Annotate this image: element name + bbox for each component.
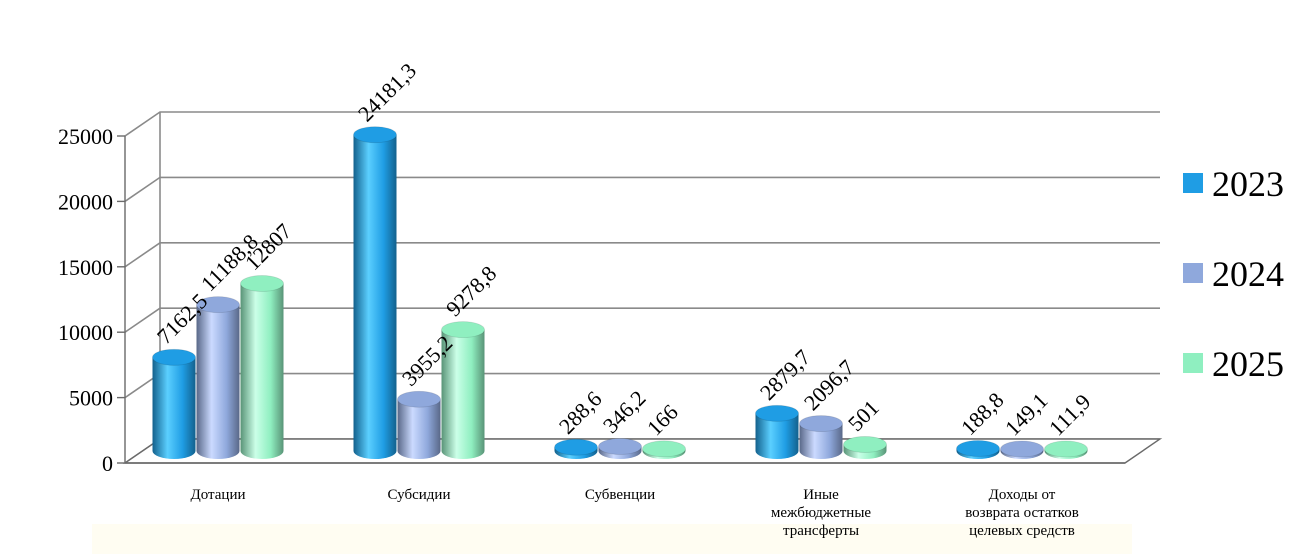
bar-2023-3 [755, 413, 799, 459]
bar-top-2024-2 [598, 438, 642, 455]
bar-top-2023-3 [755, 404, 799, 422]
y-tick-label: 10000 [58, 320, 113, 345]
y-tick-label: 5000 [69, 386, 113, 411]
bar-2024-3 [799, 423, 843, 459]
gridline [124, 176, 1160, 203]
category-labels: Дотации Субсидии Субвенции Иные межбюджетные… [190, 487, 1078, 539]
category-label: Иные [803, 487, 839, 503]
y-tick-label: 20000 [58, 189, 113, 214]
category-label: Доходы от [989, 487, 1056, 503]
bar-top-2024-3 [799, 415, 843, 432]
background-strip [92, 524, 1132, 554]
data-label: 501 [843, 395, 884, 436]
category-label: возврата остатков [965, 505, 1079, 521]
bar-top-2024-4 [1000, 440, 1044, 458]
data-label: 149,1 [1000, 388, 1053, 441]
y-tick-label: 15000 [58, 255, 113, 280]
y-tick-label: 25000 [58, 124, 113, 149]
legend-label-2025: 2025 [1212, 344, 1284, 384]
bar-2024-1 [397, 399, 441, 459]
gridline [124, 111, 1160, 137]
legend-swatch-2025 [1183, 353, 1203, 373]
bar-2023-0 [152, 357, 196, 459]
data-label: 188,8 [956, 387, 1009, 440]
category-label: трансферты [783, 523, 859, 539]
category-label: целевых средств [969, 523, 1075, 539]
data-labels: 7162,511188,81280724181,33955,29278,8288… [152, 58, 1096, 441]
bar-top-2024-0 [196, 296, 240, 314]
category-label: Субвенции [585, 487, 655, 503]
bar-2024-0 [196, 304, 240, 459]
bar-top-2025-2 [642, 440, 686, 458]
data-label: 288,6 [554, 386, 607, 439]
data-label: 24181,3 [353, 58, 421, 126]
bar-top-2025-4 [1044, 440, 1088, 458]
legend-swatch-2024 [1183, 263, 1203, 283]
bar-top-2025-0 [240, 275, 284, 292]
category-label: межбюджетные [771, 505, 872, 521]
bar-top-2023-0 [152, 348, 196, 366]
bars [152, 126, 1088, 459]
legend-label-2024: 2024 [1212, 254, 1284, 294]
legend: 2023 2024 2025 [1183, 164, 1284, 384]
bar-top-2025-3 [843, 436, 887, 453]
bar-top-2025-1 [441, 321, 485, 339]
bar-2023-1 [353, 134, 397, 459]
category-label: Дотации [190, 487, 245, 503]
data-label: 111,9 [1044, 389, 1096, 441]
bar-2025-0 [240, 283, 284, 459]
legend-swatch-2023 [1183, 173, 1203, 193]
bar-top-2023-4 [956, 440, 1000, 457]
bar-top-2023-1 [353, 126, 397, 144]
bar-top-2024-1 [397, 390, 441, 408]
bar-2025-1 [441, 329, 485, 459]
data-label: 346,2 [598, 385, 651, 438]
y-axis-ticks: 0 5000 10000 15000 20000 25000 [58, 124, 113, 476]
category-label: Субсидии [388, 487, 451, 503]
legend-label-2023: 2023 [1212, 164, 1284, 204]
y-tick-label: 0 [102, 451, 113, 476]
data-label: 9278,8 [441, 261, 501, 321]
bar-top-2023-2 [554, 438, 598, 456]
